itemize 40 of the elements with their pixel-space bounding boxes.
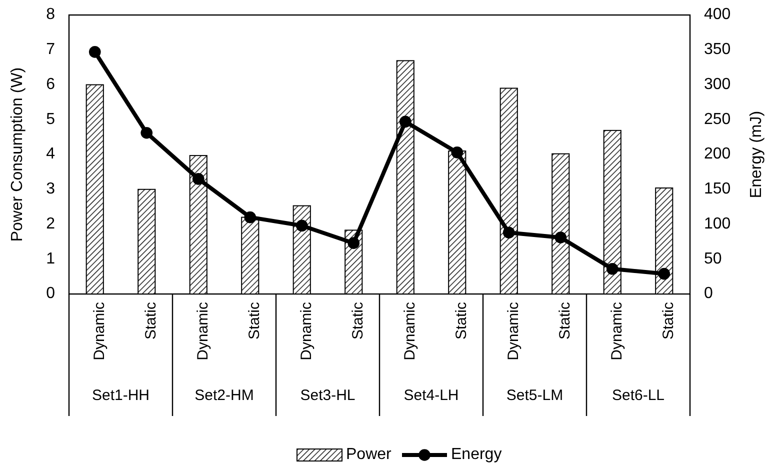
x-tick-label: Dynamic xyxy=(504,302,522,360)
y-axis-title: Power Consumption (W) xyxy=(9,67,26,242)
text: Set5-LM xyxy=(506,387,564,404)
x-tick-label: Dynamic xyxy=(90,302,108,360)
y2-tick-label: 200 xyxy=(704,146,731,163)
x-tick-label: Static xyxy=(246,302,264,340)
x-tick-label: Static xyxy=(453,302,470,340)
text: Set6-LL xyxy=(612,387,665,404)
x-tick-label: Dynamic xyxy=(194,302,212,360)
y-tick-label: 5 xyxy=(46,110,56,128)
y-tick-label: 8 xyxy=(46,6,56,24)
y-tick-label: 1 xyxy=(46,250,56,268)
y2-axis-title: Energy (mJ) xyxy=(748,110,765,198)
x-tick-label: Dynamic xyxy=(401,302,418,360)
x-tick-label: Static xyxy=(350,302,367,340)
y-tick-label: 0 xyxy=(46,285,56,302)
y2-tick-label: 100 xyxy=(704,215,731,232)
x-tick-label: Static xyxy=(660,302,678,340)
y2-tick-label: 250 xyxy=(704,110,731,128)
legend-label: Energy xyxy=(451,446,502,464)
text: Set1-HH xyxy=(92,387,150,404)
x-tick-label: Dynamic xyxy=(608,302,626,360)
x-tick-label: Static xyxy=(556,302,574,340)
y-tick-label: 4 xyxy=(46,146,56,163)
y-tick-label: 7 xyxy=(46,41,56,58)
y2-tick-label: 300 xyxy=(704,76,731,93)
text: Set4-LH xyxy=(404,387,459,404)
x-tick-label: Dynamic xyxy=(298,302,315,360)
y-tick-label: 2 xyxy=(46,215,56,232)
text: Set2-HM xyxy=(194,387,254,404)
y2-tick-label: 150 xyxy=(704,180,731,198)
legend-label: Power xyxy=(346,446,392,464)
text: Set3-HL xyxy=(300,387,356,404)
y2-tick-label: 50 xyxy=(704,250,722,268)
y2-tick-label: 350 xyxy=(704,41,731,58)
x-tick-label: Static xyxy=(142,302,160,340)
y-tick-label: 3 xyxy=(46,180,56,198)
y-tick-label: 6 xyxy=(46,76,56,93)
y2-tick-label: 400 xyxy=(704,6,731,24)
y2-tick-label: 0 xyxy=(704,285,713,302)
